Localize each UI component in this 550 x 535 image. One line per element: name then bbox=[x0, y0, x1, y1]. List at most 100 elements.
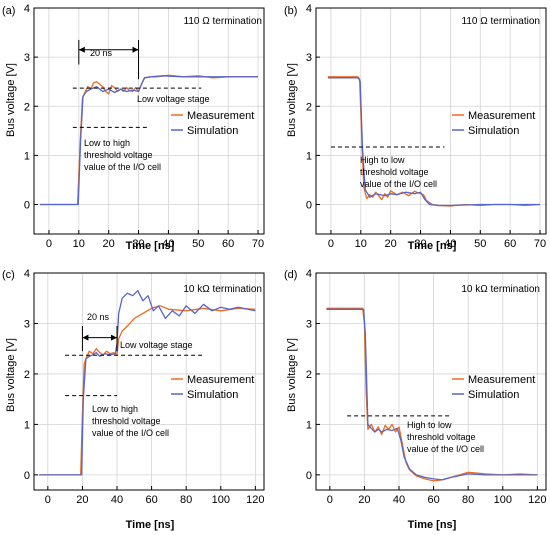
series-line-simulation bbox=[40, 75, 258, 206]
legend-d: Measurement Simulation bbox=[452, 374, 535, 401]
x-tick-label: 60 bbox=[427, 494, 439, 506]
y-tick-label: 3 bbox=[24, 52, 30, 64]
legend-label-a-simulation: Simulation bbox=[187, 125, 238, 137]
dimension-label-c: 20 ns bbox=[87, 312, 110, 322]
low-stage-label-a: Low voltage stage bbox=[137, 94, 210, 104]
x-tick-label: 40 bbox=[393, 494, 405, 506]
y-tick-label: 0 bbox=[306, 470, 312, 482]
legend-c: Measurement Simulation bbox=[171, 374, 254, 401]
y-axis-label-c: Bus voltage [V] bbox=[5, 338, 17, 412]
legend-label-b-measurement: Measurement bbox=[468, 110, 535, 122]
x-tick-label: 70 bbox=[534, 238, 546, 250]
plot-frame bbox=[315, 272, 547, 491]
x-tick-label: 50 bbox=[192, 238, 204, 250]
x-tick-label: 120 bbox=[528, 494, 546, 506]
threshold-label-b-1: High to low bbox=[360, 155, 405, 165]
y-tick-label: 4 bbox=[24, 3, 30, 15]
threshold-label-c-2: threshold voltage bbox=[92, 416, 161, 426]
plot-frame bbox=[315, 7, 547, 235]
threshold-label-a-3: value of the I/O cell bbox=[84, 162, 161, 172]
low-stage-label-c: Low voltage stage bbox=[120, 340, 193, 350]
x-axis-label-d: Time [ns] bbox=[408, 519, 457, 531]
x-tick-label: 0 bbox=[327, 494, 333, 506]
termination-label-a: 110 Ω termination bbox=[184, 16, 262, 27]
threshold-label-d-3: value of the I/O cell bbox=[407, 444, 484, 454]
threshold-label-b-3: value of the I/O cell bbox=[360, 179, 437, 189]
panel-c: (c) 0 20 40 60 80 100 120 0 1 2 3 4 Bus voltage [V]… bbox=[2, 268, 265, 531]
x-axis-label-c: Time [ns] bbox=[126, 519, 175, 531]
legend-label-d-simulation: Simulation bbox=[468, 389, 519, 401]
y-tick-label: 3 bbox=[306, 52, 312, 64]
panel-label-b: (b) bbox=[284, 5, 297, 17]
x-axis-label-b: Time [ns] bbox=[408, 240, 457, 252]
termination-label-b: 110 Ω termination bbox=[462, 16, 540, 27]
legend-b: Measurement Simulation bbox=[452, 110, 535, 137]
series-line-simulation bbox=[327, 77, 540, 207]
legend-label-d-measurement: Measurement bbox=[468, 374, 535, 386]
y-tick-label: 4 bbox=[306, 3, 312, 15]
termination-label-d: 10 kΩ termination bbox=[461, 284, 540, 295]
x-tick-label: 30 bbox=[132, 238, 144, 250]
threshold-label-c-1: Low to high bbox=[92, 404, 138, 414]
arrowhead-right-icon bbox=[111, 334, 118, 341]
y-axis-label-a: Bus voltage [V] bbox=[5, 63, 17, 137]
x-tick-label: 0 bbox=[45, 494, 51, 506]
y-tick-label: 3 bbox=[306, 318, 312, 330]
y-tick-label: 0 bbox=[24, 200, 30, 212]
threshold-label-b-2: threshold voltage bbox=[360, 167, 429, 177]
x-tick-label: 40 bbox=[162, 238, 174, 250]
y-tick-label: 2 bbox=[24, 101, 30, 113]
x-tick-label: 0 bbox=[46, 238, 52, 250]
plot-frame bbox=[33, 7, 265, 235]
x-tick-label: 10 bbox=[73, 238, 85, 250]
x-tick-label: 20 bbox=[76, 494, 88, 506]
legend-a: Measurement Simulation bbox=[171, 110, 254, 137]
y-tick-label: 0 bbox=[306, 200, 312, 212]
x-tick-label: 100 bbox=[212, 494, 230, 506]
arrowhead-left-icon bbox=[82, 334, 89, 341]
x-tick-label: 0 bbox=[328, 238, 334, 250]
plot-area-b: 0 10 20 30 40 50 60 70 0 1 2 3 4 bbox=[306, 3, 547, 250]
plot-area-d: 0 20 40 60 80 100 120 0 1 2 3 4 bbox=[306, 268, 547, 506]
threshold-label-d-2: threshold voltage bbox=[407, 432, 476, 442]
x-tick-label: 10 bbox=[355, 238, 367, 250]
legend-label-a-measurement: Measurement bbox=[187, 110, 254, 122]
y-tick-label: 1 bbox=[306, 419, 312, 431]
x-tick-label: 60 bbox=[145, 494, 157, 506]
x-tick-label: 20 bbox=[385, 238, 397, 250]
y-tick-label: 3 bbox=[24, 318, 30, 330]
legend-label-c-simulation: Simulation bbox=[187, 389, 238, 401]
arrowhead-right-icon bbox=[132, 46, 139, 53]
x-tick-label: 70 bbox=[252, 238, 264, 250]
x-axis-label-a: Time [ns] bbox=[126, 240, 175, 252]
plot-area-c: 0 20 40 60 80 100 120 0 1 2 3 4 bbox=[24, 268, 265, 506]
x-tick-label: 30 bbox=[414, 238, 426, 250]
x-tick-label: 100 bbox=[494, 494, 512, 506]
y-tick-label: 1 bbox=[24, 150, 30, 162]
y-tick-label: 0 bbox=[24, 470, 30, 482]
x-tick-label: 20 bbox=[358, 494, 370, 506]
x-tick-label: 80 bbox=[462, 494, 474, 506]
y-tick-label: 2 bbox=[24, 369, 30, 381]
panel-label-d: (d) bbox=[284, 269, 297, 281]
threshold-label-c-3: value of the I/O cell bbox=[92, 428, 169, 438]
y-axis-label-d: Bus voltage [V] bbox=[286, 338, 298, 412]
panel-b: (b) 0 10 20 30 40 50 60 70 0 1 2 3 4 Bus voltage [V]… bbox=[284, 3, 547, 252]
y-tick-label: 2 bbox=[306, 369, 312, 381]
series-line-simulation bbox=[326, 308, 538, 481]
panel-a: (a) 0 10 20 30 40 50 60 70 0 1 2 3 4 Bus voltage [V]… bbox=[2, 3, 265, 252]
x-tick-label: 120 bbox=[246, 494, 264, 506]
plot-frame bbox=[33, 272, 265, 491]
termination-label-c: 10 kΩ termination bbox=[183, 284, 262, 295]
x-tick-label: 60 bbox=[504, 238, 516, 250]
plot-area-a: 0 10 20 30 40 50 60 70 0 1 2 3 4 bbox=[24, 3, 265, 250]
panel-label-c: (c) bbox=[2, 269, 15, 281]
y-tick-label: 1 bbox=[24, 419, 30, 431]
dimension-label-a: 20 ns bbox=[90, 48, 113, 58]
y-tick-label: 4 bbox=[306, 268, 312, 280]
panel-label-a: (a) bbox=[2, 5, 15, 17]
x-tick-label: 60 bbox=[222, 238, 234, 250]
panel-d: (d) 0 20 40 60 80 100 120 0 1 2 3 4 Bus voltage [V]… bbox=[284, 268, 547, 531]
x-tick-label: 40 bbox=[444, 238, 456, 250]
